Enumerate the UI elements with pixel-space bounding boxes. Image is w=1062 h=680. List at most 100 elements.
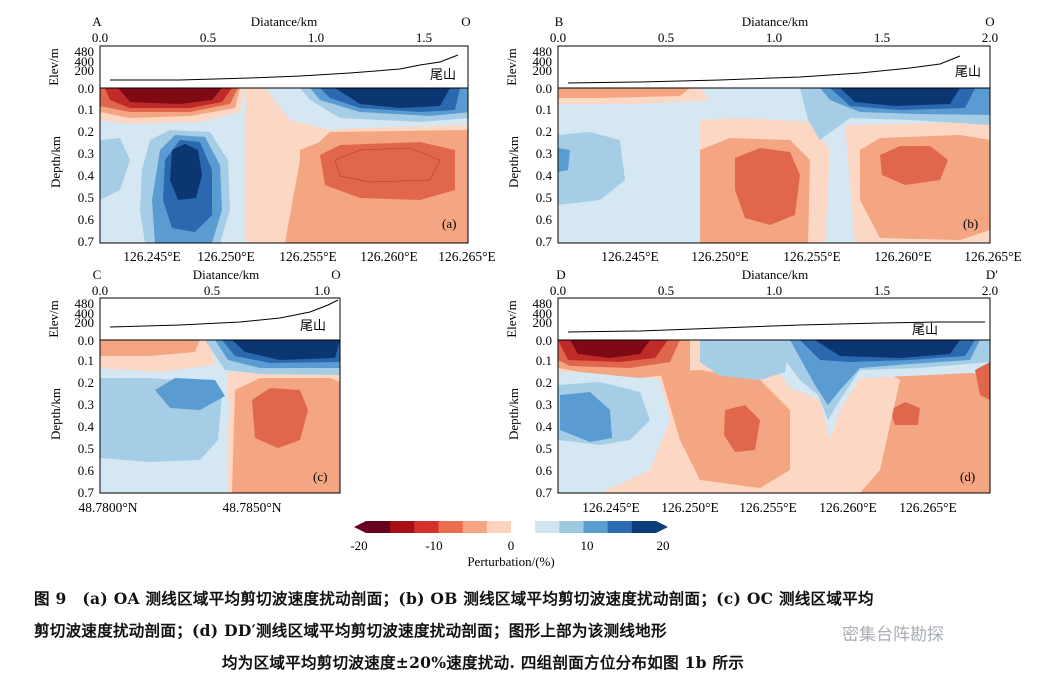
- lon-tick: 126.250°E: [197, 249, 255, 264]
- profile-start-label: B: [555, 14, 564, 29]
- profile-start-label: C: [93, 267, 102, 282]
- elev-tick: 200: [533, 315, 553, 330]
- colorbar-cells: [366, 521, 657, 533]
- depth-tick: 0.5: [536, 441, 552, 456]
- depth-tick: 0.1: [78, 102, 94, 117]
- distance-tick: 1.0: [766, 30, 782, 45]
- distance-tick: 0.0: [550, 283, 566, 298]
- elevation-frame: [99, 45, 469, 89]
- distance-tick: 1.0: [766, 283, 782, 298]
- depth-tick: 0.5: [536, 190, 552, 205]
- panel-tag: (a): [442, 216, 456, 231]
- colorbar-ticks: -20 -10 0 10 20: [350, 538, 669, 553]
- depth-frame: [557, 339, 991, 494]
- distance-tick: 0.5: [204, 283, 220, 298]
- panel-tag: (c): [313, 469, 327, 484]
- distance-tick: 1.5: [874, 30, 890, 45]
- colorbar-cell: [366, 521, 391, 533]
- caption-line-3: 均为区域平均剪切波速度±20%速度扰动. 四组剖面方位分布如图 1b 所示: [222, 653, 745, 672]
- profile-end-label: D′: [986, 267, 998, 282]
- lon-tick: 126.255°E: [279, 249, 337, 264]
- colorbar-cell: [559, 521, 584, 533]
- depth-tick: 0.7: [536, 234, 553, 249]
- depth-tick: 0.4: [78, 168, 95, 183]
- distance-tick: 1.0: [314, 283, 330, 298]
- elevation-frame: [557, 45, 991, 89]
- lon-tick: 126.245°E: [601, 249, 659, 264]
- distance-axis-title: Diatance/km: [193, 267, 259, 282]
- colorbar-high-arrow: [656, 521, 668, 533]
- profile-start-label: A: [92, 14, 102, 29]
- depth-tick: 0.7: [78, 485, 95, 500]
- elevation-frame: [557, 297, 991, 341]
- depth-tick: 0.2: [78, 375, 94, 390]
- elev-tick: 480: [533, 44, 553, 59]
- colorbar-tick: 0: [508, 538, 515, 553]
- latitude-ticks: 48.7800°N 48.7850°N: [78, 500, 281, 515]
- depth-tick: 0.4: [78, 419, 95, 434]
- colorbar-cell: [583, 521, 609, 533]
- elevation-axis-title: Elev/m: [46, 48, 61, 86]
- place-label: 尾山: [955, 64, 981, 79]
- colorbar-cell: [535, 521, 560, 533]
- profile-end-label: O: [985, 14, 994, 29]
- elev-tick: 0.0: [78, 81, 94, 96]
- distance-axis-title: Diatance/km: [742, 267, 808, 282]
- depth-frame: [99, 339, 341, 494]
- velocity-field: [100, 88, 468, 243]
- depth-tick: 0.2: [78, 124, 94, 139]
- distance-tick: 0.0: [550, 30, 566, 45]
- velocity-field: [100, 340, 340, 493]
- elev-tick: 200: [75, 63, 95, 78]
- longitude-ticks: 126.245°E 126.250°E 126.255°E 126.260°E …: [582, 500, 957, 515]
- distance-tick: 0.5: [200, 30, 216, 45]
- colorbar-label: Perturbation/(%): [467, 554, 554, 569]
- topography-line: [110, 54, 459, 81]
- caption-line-2: 剪切波速度扰动剖面；(d) DD′测线区域平均剪切波速度扰动剖面；图形上部为该测…: [34, 621, 667, 640]
- depth-tick: 0.6: [536, 463, 553, 478]
- distance-tick: 1.5: [874, 283, 890, 298]
- panel-tag: (b): [963, 216, 978, 231]
- depth-tick: 0.5: [78, 441, 94, 456]
- depth-tick: 0.2: [536, 124, 552, 139]
- depth-axis-title: Depth/km: [506, 388, 521, 440]
- elev-tick: 400: [533, 54, 553, 69]
- lon-tick: 126.265°E: [964, 249, 1022, 264]
- depth-ticks: 0.1 0.2 0.3 0.4 0.5 0.6 0.7: [78, 353, 95, 500]
- distance-tick: 0.5: [658, 283, 674, 298]
- depth-tick: 0.5: [78, 190, 94, 205]
- distance-tick: 0.0: [92, 30, 108, 45]
- depth-axis-title: Depth/km: [506, 136, 521, 188]
- depth-tick: 0.1: [78, 353, 94, 368]
- distance-tick: 1.0: [308, 30, 324, 45]
- depth-tick: 0.6: [78, 463, 95, 478]
- panel-d: D D′ Diatance/km 0.0 0.5 1.0 1.5 2.0 尾山 …: [504, 267, 998, 515]
- colorbar-cell: [390, 521, 415, 533]
- colorbar-tick: 10: [581, 538, 594, 553]
- elev-tick: 480: [75, 44, 95, 59]
- profile-start-label: D: [556, 267, 565, 282]
- elev-tick: 400: [75, 54, 95, 69]
- lon-tick: 126.265°E: [899, 500, 957, 515]
- distance-tick: 0.0: [92, 283, 108, 298]
- velocity-field: [558, 340, 990, 493]
- colorbar-tick: -20: [350, 538, 367, 553]
- profile-end-label: O: [331, 267, 340, 282]
- elev-tick: 0.0: [536, 81, 552, 96]
- depth-ticks: 0.1 0.2 0.3 0.4 0.5 0.6 0.7: [78, 102, 95, 249]
- colorbar-tick: 20: [657, 538, 670, 553]
- lon-tick: 126.265°E: [438, 249, 496, 264]
- velocity-field: [558, 88, 990, 243]
- distance-ticks: 0.0 0.5 1.0 1.5 2.0: [550, 30, 998, 45]
- elev-tick: 0.0: [78, 333, 94, 348]
- depth-frame: [557, 87, 991, 244]
- depth-tick: 0.4: [536, 419, 553, 434]
- lat-tick: 48.7850°N: [222, 500, 281, 515]
- distance-tick: 1.5: [416, 30, 432, 45]
- colorbar-cell: [438, 521, 464, 533]
- depth-axis-title: Depth/km: [48, 388, 63, 440]
- depth-tick: 0.7: [78, 234, 95, 249]
- distance-tick: 2.0: [982, 30, 998, 45]
- colorbar-cell: [462, 521, 488, 533]
